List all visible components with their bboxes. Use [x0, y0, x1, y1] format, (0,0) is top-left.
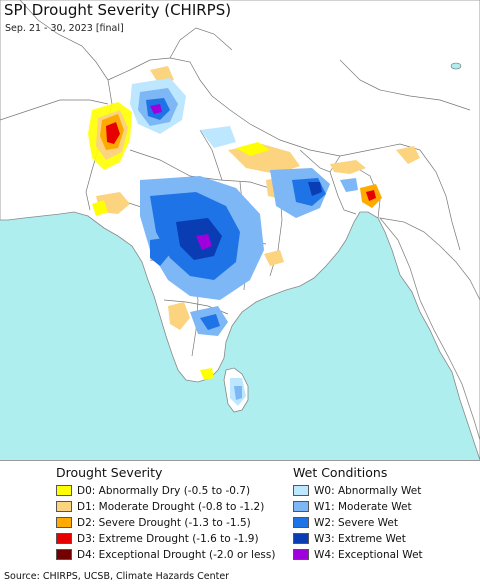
- legend-label-w4: W4: Exceptional Wet: [314, 548, 423, 561]
- drought-legend-heading: Drought Severity: [56, 465, 163, 480]
- legend-label-d4: D4: Exceptional Drought (-2.0 or less): [77, 548, 276, 561]
- patch-d1-south: [168, 302, 190, 330]
- legend-item-d3: D3: Extreme Drought (-1.6 to -1.9): [56, 532, 259, 545]
- map-title: SPI Drought Severity (CHIRPS): [4, 1, 231, 19]
- legend-label-d2: D2: Severe Drought (-1.3 to -1.5): [77, 516, 251, 529]
- swatch-w0: [293, 485, 309, 496]
- wet-legend-heading: Wet Conditions: [293, 465, 388, 480]
- swatch-w3: [293, 533, 309, 544]
- map-subtitle: Sep. 21 - 30, 2023 [final]: [5, 23, 124, 34]
- swatch-w1: [293, 501, 309, 512]
- wet-patches: [130, 78, 358, 406]
- swatch-w4: [293, 549, 309, 560]
- patch-w0-north: [200, 126, 236, 148]
- legend-item-d0: D0: Abnormally Dry (-0.5 to -0.7): [56, 484, 250, 497]
- legend-label-d3: D3: Extreme Drought (-1.6 to -1.9): [77, 532, 259, 545]
- patch-d1-east: [396, 146, 420, 164]
- legend-item-w4: W4: Exceptional Wet: [293, 548, 423, 561]
- source-credit: Source: CHIRPS, UCSB, Climate Hazards Ce…: [4, 571, 230, 582]
- patch-d3-northeast: [366, 190, 376, 201]
- swatch-d2: [56, 517, 72, 528]
- patch-w2-south: [200, 314, 220, 330]
- legend-label-w3: W3: Extreme Wet: [314, 532, 406, 545]
- patch-w1-northeast: [340, 178, 358, 192]
- legend-item-w1: W1: Moderate Wet: [293, 500, 412, 513]
- legend-label-d1: D1: Moderate Drought (-0.8 to -1.2): [77, 500, 265, 513]
- legend-label-w0: W0: Abnormally Wet: [314, 484, 422, 497]
- patch-w2-west-coast: [150, 238, 170, 266]
- legend-item-d2: D2: Severe Drought (-1.3 to -1.5): [56, 516, 251, 529]
- legend-label-w2: W2: Severe Wet: [314, 516, 398, 529]
- swatch-d4: [56, 549, 72, 560]
- drought-patches: [88, 66, 420, 380]
- drought-map: SPI Drought Severity (CHIRPS) Sep. 21 - …: [0, 0, 480, 460]
- land-east: [379, 217, 480, 441]
- legend-label-d0: D0: Abnormally Dry (-0.5 to -0.7): [77, 484, 251, 497]
- map-panel: SPI Drought Severity (CHIRPS) Sep. 21 - …: [0, 0, 480, 461]
- patch-d0-rajasthan: [92, 200, 108, 216]
- patch-d0-nepal: [236, 142, 270, 156]
- patch-w4-central: [196, 234, 212, 250]
- swatch-d3: [56, 533, 72, 544]
- lake: [450, 62, 462, 70]
- patch-w4-pakistan: [150, 104, 162, 114]
- patch-d1-central: [264, 250, 284, 266]
- swatch-w2: [293, 517, 309, 528]
- swatch-d0: [56, 485, 72, 496]
- patch-w1-srilanka: [234, 386, 242, 400]
- legend-item-w0: W0: Abnormally Wet: [293, 484, 421, 497]
- patch-w3-east: [308, 182, 322, 196]
- legend-item-w2: W2: Severe Wet: [293, 516, 398, 529]
- legend-item-d1: D1: Moderate Drought (-0.8 to -1.2): [56, 500, 264, 513]
- legend-label-w1: W1: Moderate Wet: [314, 500, 412, 513]
- patch-d1-bhutan: [330, 160, 366, 174]
- patch-d0-tip: [200, 368, 214, 380]
- patch-d3-punjab: [106, 122, 120, 144]
- swatch-d1: [56, 501, 72, 512]
- legend-item-w3: W3: Extreme Wet: [293, 532, 406, 545]
- legend-item-d4: D4: Exceptional Drought (-2.0 or less): [56, 548, 275, 561]
